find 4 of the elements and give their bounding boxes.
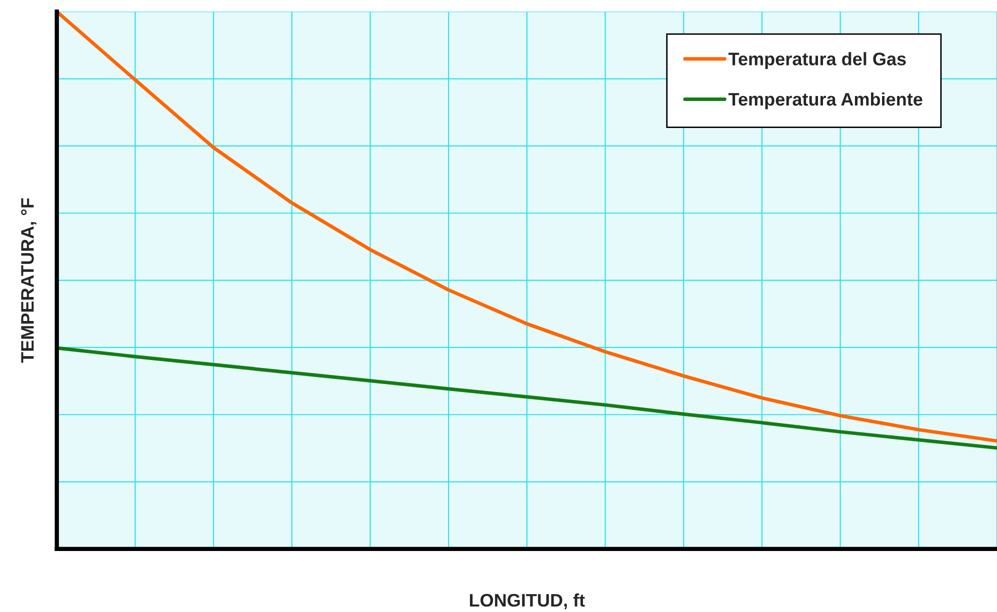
x-axis-title: LONGITUD, ft xyxy=(470,593,585,610)
legend-label: Temperatura Ambiente xyxy=(728,92,922,110)
legend-label: Temperatura del Gas xyxy=(728,52,906,69)
y-axis-title: TEMPERATURA, °F xyxy=(21,198,36,363)
